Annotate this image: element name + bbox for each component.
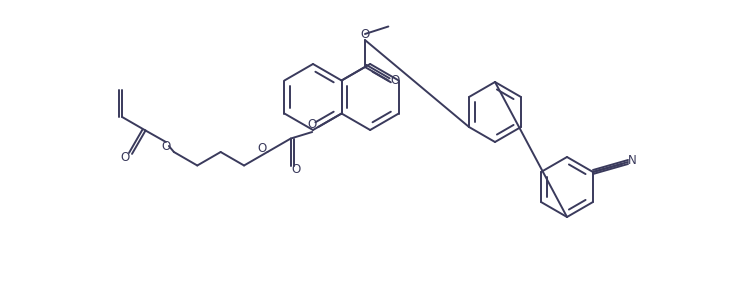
Text: O: O: [258, 143, 267, 156]
Text: O: O: [308, 119, 317, 132]
Text: O: O: [292, 163, 300, 176]
Text: O: O: [390, 74, 400, 87]
Text: O: O: [162, 140, 170, 152]
Text: N: N: [627, 154, 636, 167]
Text: O: O: [120, 151, 130, 164]
Text: O: O: [360, 28, 370, 40]
